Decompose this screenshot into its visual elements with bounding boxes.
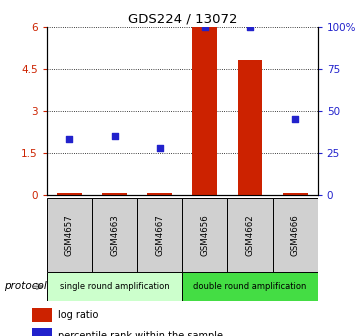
Bar (57, 193, 82, 195)
Text: protocol: protocol (4, 282, 46, 291)
Text: single round amplification: single round amplification (60, 282, 169, 291)
Text: GSM4666: GSM4666 (291, 214, 300, 256)
Text: GSM4662: GSM4662 (245, 214, 255, 256)
Text: double round amplification: double round amplification (193, 282, 307, 291)
Bar (102, 193, 127, 195)
Bar (238, 60, 262, 195)
Bar (182, 198, 227, 272)
Point (202, 24, 208, 30)
Bar (47, 198, 92, 272)
Bar (227, 198, 273, 272)
Bar (32, 308, 52, 322)
Bar (32, 328, 52, 336)
Bar (47, 272, 182, 301)
Text: GSM4656: GSM4656 (200, 214, 209, 256)
Text: GSM4657: GSM4657 (65, 214, 74, 256)
Title: GDS224 / 13072: GDS224 / 13072 (127, 13, 237, 26)
Point (292, 117, 298, 122)
Text: GSM4667: GSM4667 (155, 214, 164, 256)
Text: GSM4663: GSM4663 (110, 214, 119, 256)
Bar (137, 198, 182, 272)
Bar (273, 198, 318, 272)
Text: percentile rank within the sample: percentile rank within the sample (58, 331, 223, 336)
Text: log ratio: log ratio (58, 310, 99, 320)
Point (247, 24, 253, 30)
Bar (92, 198, 137, 272)
Point (112, 133, 118, 139)
Bar (192, 27, 217, 195)
Point (157, 145, 162, 151)
Bar (147, 193, 172, 195)
Bar (182, 272, 318, 301)
Bar (283, 193, 308, 195)
Point (67, 137, 73, 142)
